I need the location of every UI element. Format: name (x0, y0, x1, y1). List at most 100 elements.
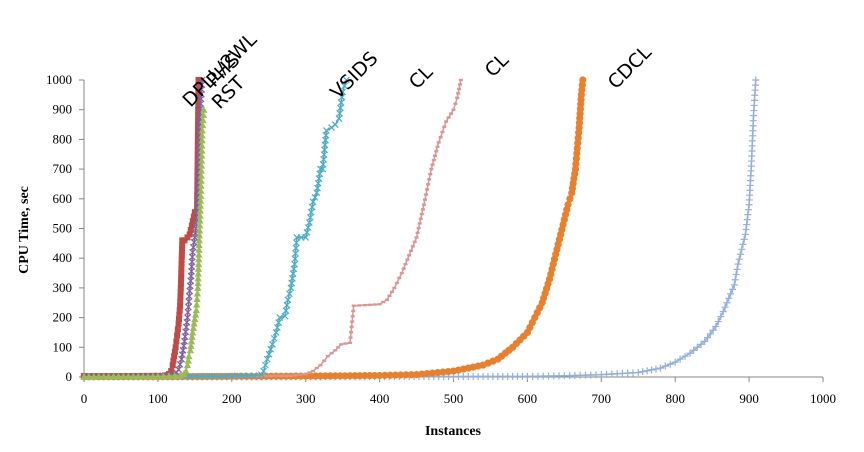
data-point (174, 332, 181, 339)
data-point (676, 355, 684, 363)
data-point (304, 224, 312, 231)
data-point (410, 245, 415, 248)
y-tick-label: 300 (53, 280, 73, 295)
data-point (735, 255, 743, 263)
data-point (281, 312, 289, 320)
data-point (731, 276, 739, 284)
data-point (184, 356, 192, 364)
series-label: CDCL (604, 41, 656, 93)
series-group (80, 76, 760, 381)
y-tick-label: 900 (53, 102, 73, 117)
data-point (100, 372, 108, 380)
data-point (177, 302, 184, 309)
data-point (701, 337, 709, 345)
series-line (84, 79, 584, 378)
data-point (438, 135, 443, 139)
data-point (309, 198, 317, 206)
data-point (283, 374, 288, 378)
data-point (458, 78, 463, 82)
data-point (134, 372, 142, 380)
data-point (342, 76, 350, 84)
data-point (291, 255, 299, 263)
data-point (291, 260, 299, 268)
data-point (337, 99, 345, 106)
data-point (333, 349, 338, 352)
data-point (349, 331, 354, 334)
data-point (303, 372, 308, 376)
x-tick-label: 700 (592, 391, 612, 406)
data-point (197, 171, 205, 179)
data-point (200, 105, 208, 113)
data-point (399, 271, 404, 275)
y-tick-label: 700 (53, 161, 73, 176)
data-point (412, 371, 421, 379)
data-point (292, 250, 299, 257)
data-point (85, 372, 93, 380)
data-point (420, 208, 425, 211)
data-point (195, 245, 203, 253)
data-point (149, 372, 157, 380)
data-point (421, 203, 426, 206)
x-tick-label: 800 (665, 391, 685, 406)
data-point (435, 145, 440, 149)
data-point (573, 144, 581, 152)
data-point (431, 158, 436, 162)
data-point (422, 198, 427, 201)
data-point (170, 357, 177, 364)
data-point (429, 167, 434, 171)
data-point (643, 367, 651, 375)
data-point (367, 303, 372, 307)
data-point (351, 304, 356, 307)
x-tick-label: 1000 (810, 391, 836, 406)
data-point (322, 359, 327, 362)
data-point (302, 233, 310, 241)
data-point (740, 235, 748, 243)
data-point (414, 236, 419, 239)
data-point (744, 206, 752, 214)
data-point (752, 76, 760, 84)
x-tick-label: 500 (444, 391, 464, 406)
y-tick-group: 0 100 200 300 400 500 600 700 800 900 1000 (46, 72, 84, 384)
data-point (178, 265, 185, 272)
data-point (197, 176, 205, 184)
data-point (394, 281, 399, 285)
data-point (350, 315, 355, 318)
data-point (233, 372, 241, 380)
data-point (725, 294, 733, 302)
data-point (114, 372, 123, 380)
data-point (198, 151, 206, 159)
series-4 (82, 78, 463, 378)
data-point (434, 368, 442, 377)
data-point (218, 372, 226, 380)
data-point (362, 303, 367, 307)
data-point (198, 76, 206, 84)
data-point (639, 368, 647, 376)
data-point (451, 108, 456, 111)
data-point (189, 218, 196, 225)
data-point (439, 368, 447, 376)
series-line (84, 79, 203, 378)
data-point (177, 280, 184, 287)
data-point (173, 338, 180, 345)
data-point (457, 87, 462, 91)
data-point (727, 290, 735, 298)
data-point (372, 303, 377, 306)
y-tick-label: 100 (53, 339, 73, 354)
data-point (260, 367, 268, 375)
data-point (178, 275, 185, 282)
data-point (196, 201, 205, 209)
data-point (335, 115, 343, 123)
data-point (416, 226, 421, 230)
data-point (409, 249, 414, 252)
data-point (336, 346, 341, 349)
data-point (427, 178, 432, 181)
data-point (719, 308, 727, 316)
data-point (193, 289, 202, 297)
data-point (177, 293, 184, 300)
data-point (186, 231, 193, 238)
data-point (574, 134, 582, 142)
data-point (178, 270, 185, 277)
data-point (714, 318, 722, 326)
x-axis-title: Instances (425, 424, 482, 439)
data-point (188, 332, 196, 340)
